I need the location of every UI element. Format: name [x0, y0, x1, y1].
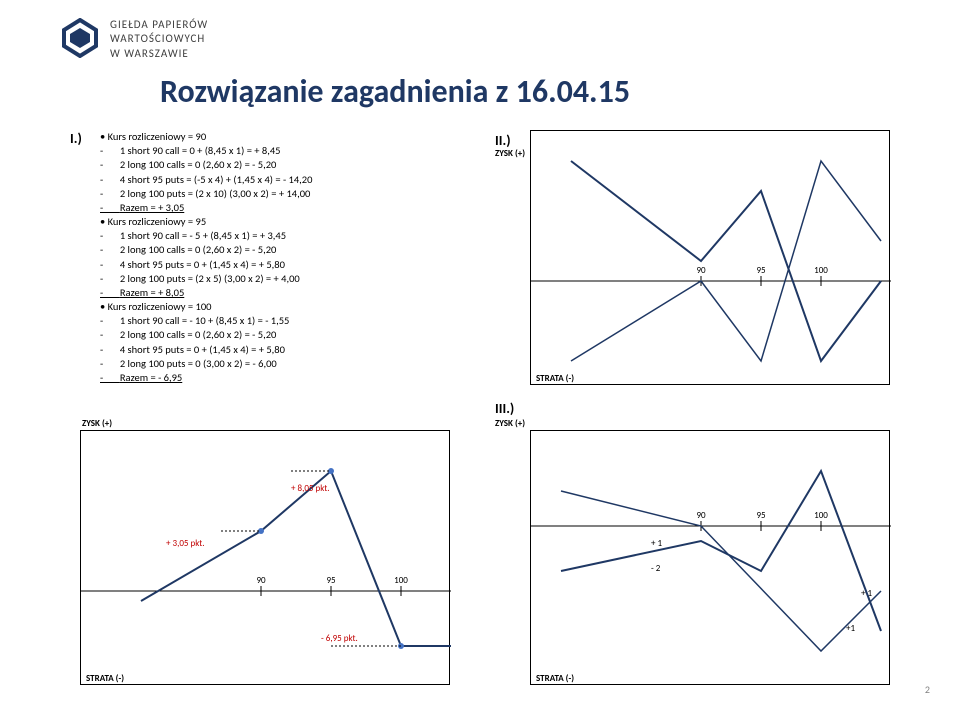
head-90: Kurs rozliczeniowy = 90 — [100, 130, 480, 144]
svg-text:STRATA (-): STRATA (-) — [536, 673, 574, 684]
b100-l1: 1 short 90 call = - 10 + (8,45 x 1) = - … — [100, 314, 480, 328]
head-100: Kurs rozliczeniowy = 100 — [100, 300, 480, 314]
svg-text:95: 95 — [756, 265, 766, 276]
b100-l3: 4 short 95 puts = 0 + (1,45 x 4) = + 5,8… — [100, 343, 480, 357]
svg-text:100: 100 — [814, 265, 828, 276]
b90-l5: Razem = + 3,05 — [100, 201, 480, 215]
zysk-ii: ZYSK (+) — [495, 148, 525, 159]
svg-text:STRATA (-): STRATA (-) — [536, 373, 574, 384]
b90-l4: 2 long 100 puts = (2 x 10) (3,00 x 2) = … — [100, 187, 480, 201]
ann-695: - 6,95 pkt. — [321, 633, 358, 644]
svg-text:100: 100 — [814, 510, 828, 521]
page-number: 2 — [925, 683, 930, 696]
b100-l5: Razem = - 6,95 — [100, 371, 480, 385]
gpw-logo-icon — [60, 18, 100, 58]
b95-l3: 4 short 95 puts = 0 + (1,45 x 4) = + 5,8… — [100, 258, 480, 272]
b100-l2: 2 long 100 calls = 0 (2,60 x 2) = - 5,20 — [100, 328, 480, 342]
logo-line2: WARTOŚCIOWYCH — [110, 32, 208, 46]
svg-text:+1: +1 — [846, 623, 855, 634]
b95-l4: 2 long 100 puts = (2 x 5) (3,00 x 2) = +… — [100, 272, 480, 286]
section-iii-label: III.) — [495, 400, 514, 417]
ann-805: + 8,05 pkt. — [291, 483, 330, 494]
svg-text:+ 1: + 1 — [651, 538, 663, 549]
svg-text:+ 1: + 1 — [861, 588, 873, 599]
ann-305: + 3,05 pkt. — [166, 538, 205, 549]
b90-l2: 2 long 100 calls = 0 (2,60 x 2) = - 5,20 — [100, 158, 480, 172]
section-ii-label: II.) — [495, 132, 511, 149]
b95-l1: 1 short 90 call = - 5 + (8,45 x 1) = + 3… — [100, 229, 480, 243]
head-95: Kurs rozliczeniowy = 95 — [100, 215, 480, 229]
b90-l1: 1 short 90 call = 0 + (8,45 x 1) = + 8,4… — [100, 144, 480, 158]
svg-text:95: 95 — [756, 510, 766, 521]
svg-text:- 2: - 2 — [651, 563, 661, 574]
section-i-label: I.) — [70, 130, 82, 147]
svg-text:STRATA (-): STRATA (-) — [86, 673, 124, 684]
chart-b: 90 95 100 STRATA (-) — [530, 130, 890, 385]
logo-line3: W WARSZAWIE — [110, 47, 208, 61]
svg-text:90: 90 — [696, 265, 706, 276]
logo-text: GIEŁDA PAPIERÓW WARTOŚCIOWYCH W WARSZAWI… — [110, 18, 208, 61]
b95-l5: Razem = + 8,05 — [100, 286, 480, 300]
zysk-iii: ZYSK (+) — [495, 418, 525, 429]
chart-c: 90 95 100 + 1 - 2 + 1 +1 STRATA (-) — [530, 430, 890, 685]
svg-text:95: 95 — [326, 575, 336, 586]
zysk-i: ZYSK (+) — [82, 418, 112, 429]
svg-text:90: 90 — [696, 510, 706, 521]
logo-line1: GIEŁDA PAPIERÓW — [110, 18, 208, 32]
b100-l4: 2 long 100 puts = 0 (3,00 x 2) = - 6,00 — [100, 357, 480, 371]
page-title: Rozwiązanie zagadnienia z 16.04.15 — [160, 72, 630, 111]
logo: GIEŁDA PAPIERÓW WARTOŚCIOWYCH W WARSZAWI… — [60, 18, 208, 61]
b95-l2: 2 long 100 calls = 0 (2,60 x 2) = - 5,20 — [100, 243, 480, 257]
svg-text:100: 100 — [394, 575, 408, 586]
chart-a: 90 95 100 + 8,05 pkt. + 3,05 pkt. - 6,95… — [80, 430, 450, 685]
svg-text:90: 90 — [256, 575, 266, 586]
b90-l3: 4 short 95 puts = (-5 x 4) + (1,45 x 4) … — [100, 173, 480, 187]
calc-block: Kurs rozliczeniowy = 90 1 short 90 call … — [100, 130, 480, 385]
